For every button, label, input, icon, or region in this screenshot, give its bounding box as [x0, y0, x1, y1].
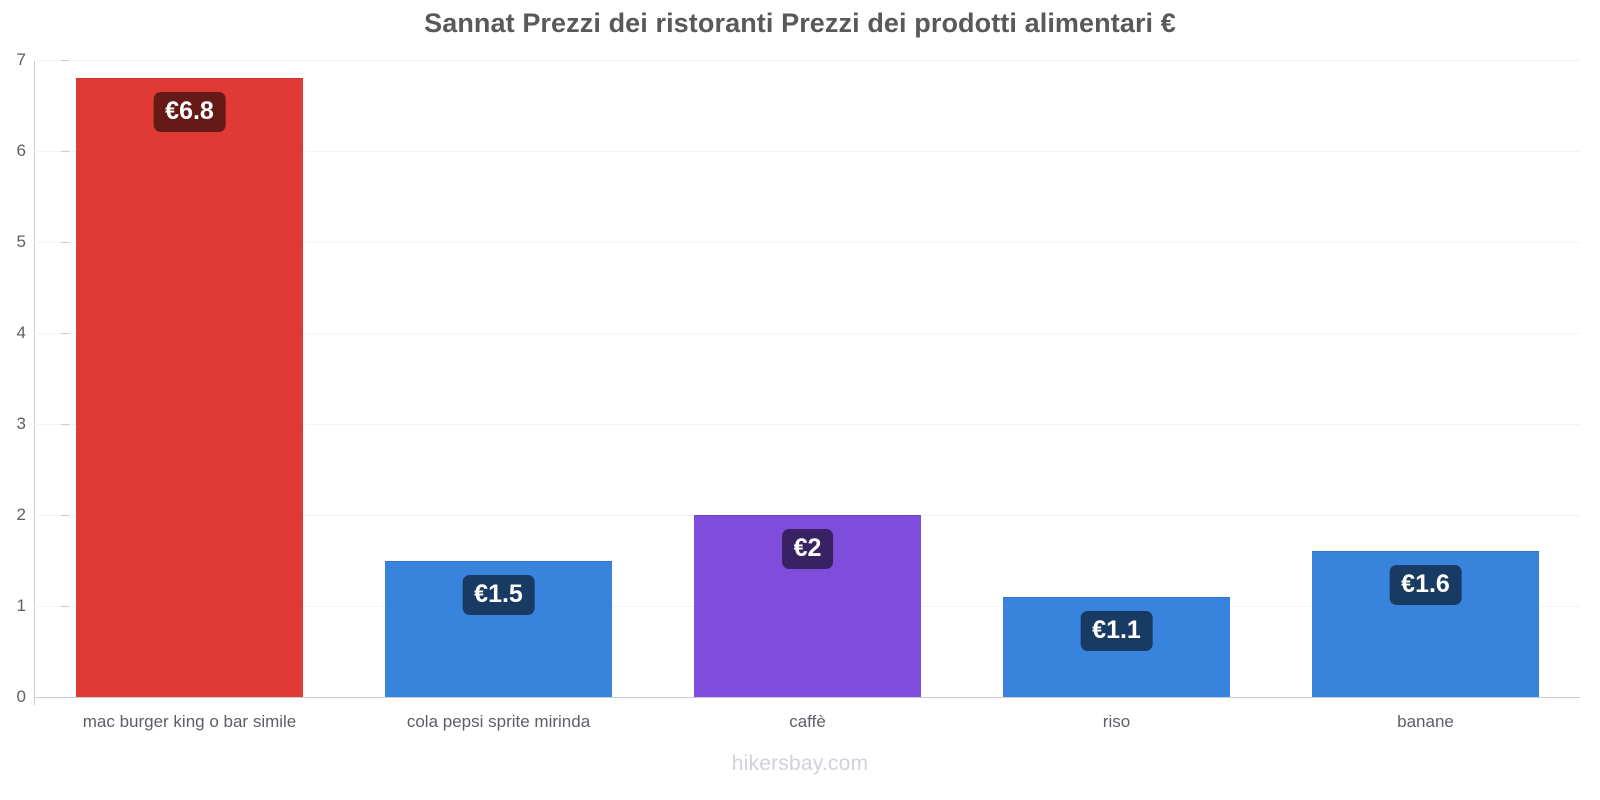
- x-axis-category-label: mac burger king o bar simile: [82, 712, 297, 731]
- y-axis-tick: [61, 515, 69, 516]
- x-axis-category-label: banane: [1397, 712, 1454, 731]
- y-axis-tick: [61, 606, 69, 607]
- y-axis-tick: [61, 424, 69, 425]
- gridline: [34, 697, 1580, 698]
- y-axis-tick-label: 7: [16, 50, 26, 69]
- y-axis-tick-label: 1: [16, 596, 26, 615]
- y-axis-tick-label: 5: [16, 232, 26, 251]
- bar-value-label: €2: [781, 529, 834, 569]
- y-axis-tick-label: 6: [16, 141, 26, 160]
- gridline: [34, 333, 1580, 334]
- y-axis-tick: [61, 242, 69, 243]
- x-axis-category-label: cola pepsi sprite mirinda: [406, 712, 591, 731]
- bar-value-label: €1.1: [1080, 610, 1153, 651]
- bar[interactable]: [75, 78, 304, 697]
- gridline: [34, 60, 1580, 61]
- gridline: [34, 424, 1580, 425]
- y-axis-tick-label: 2: [16, 505, 26, 524]
- y-axis-line: [34, 60, 35, 705]
- y-axis-tick: [61, 60, 69, 61]
- y-axis-tick: [61, 697, 69, 698]
- bar-value-label: €1.5: [462, 574, 535, 615]
- x-axis-category-label: caffè: [789, 712, 826, 731]
- y-axis-tick: [61, 151, 69, 152]
- chart-title: Sannat Prezzi dei ristoranti Prezzi dei …: [424, 8, 1176, 38]
- y-axis-tick-label: 3: [16, 414, 26, 433]
- watermark: hikersbay.com: [731, 752, 869, 775]
- y-axis-tick-label: 4: [16, 323, 26, 342]
- y-axis-tick-label: 0: [16, 687, 26, 706]
- y-axis-tick: [61, 333, 69, 334]
- bar-value-label: €1.6: [1389, 565, 1462, 606]
- x-axis-category-label: riso: [1102, 712, 1131, 731]
- gridline: [34, 151, 1580, 152]
- gridline: [34, 242, 1580, 243]
- y-axis-labels: 0 1 2 3 4 5 6 7: [0, 50, 26, 706]
- bar-value-label: €6.8: [153, 92, 226, 133]
